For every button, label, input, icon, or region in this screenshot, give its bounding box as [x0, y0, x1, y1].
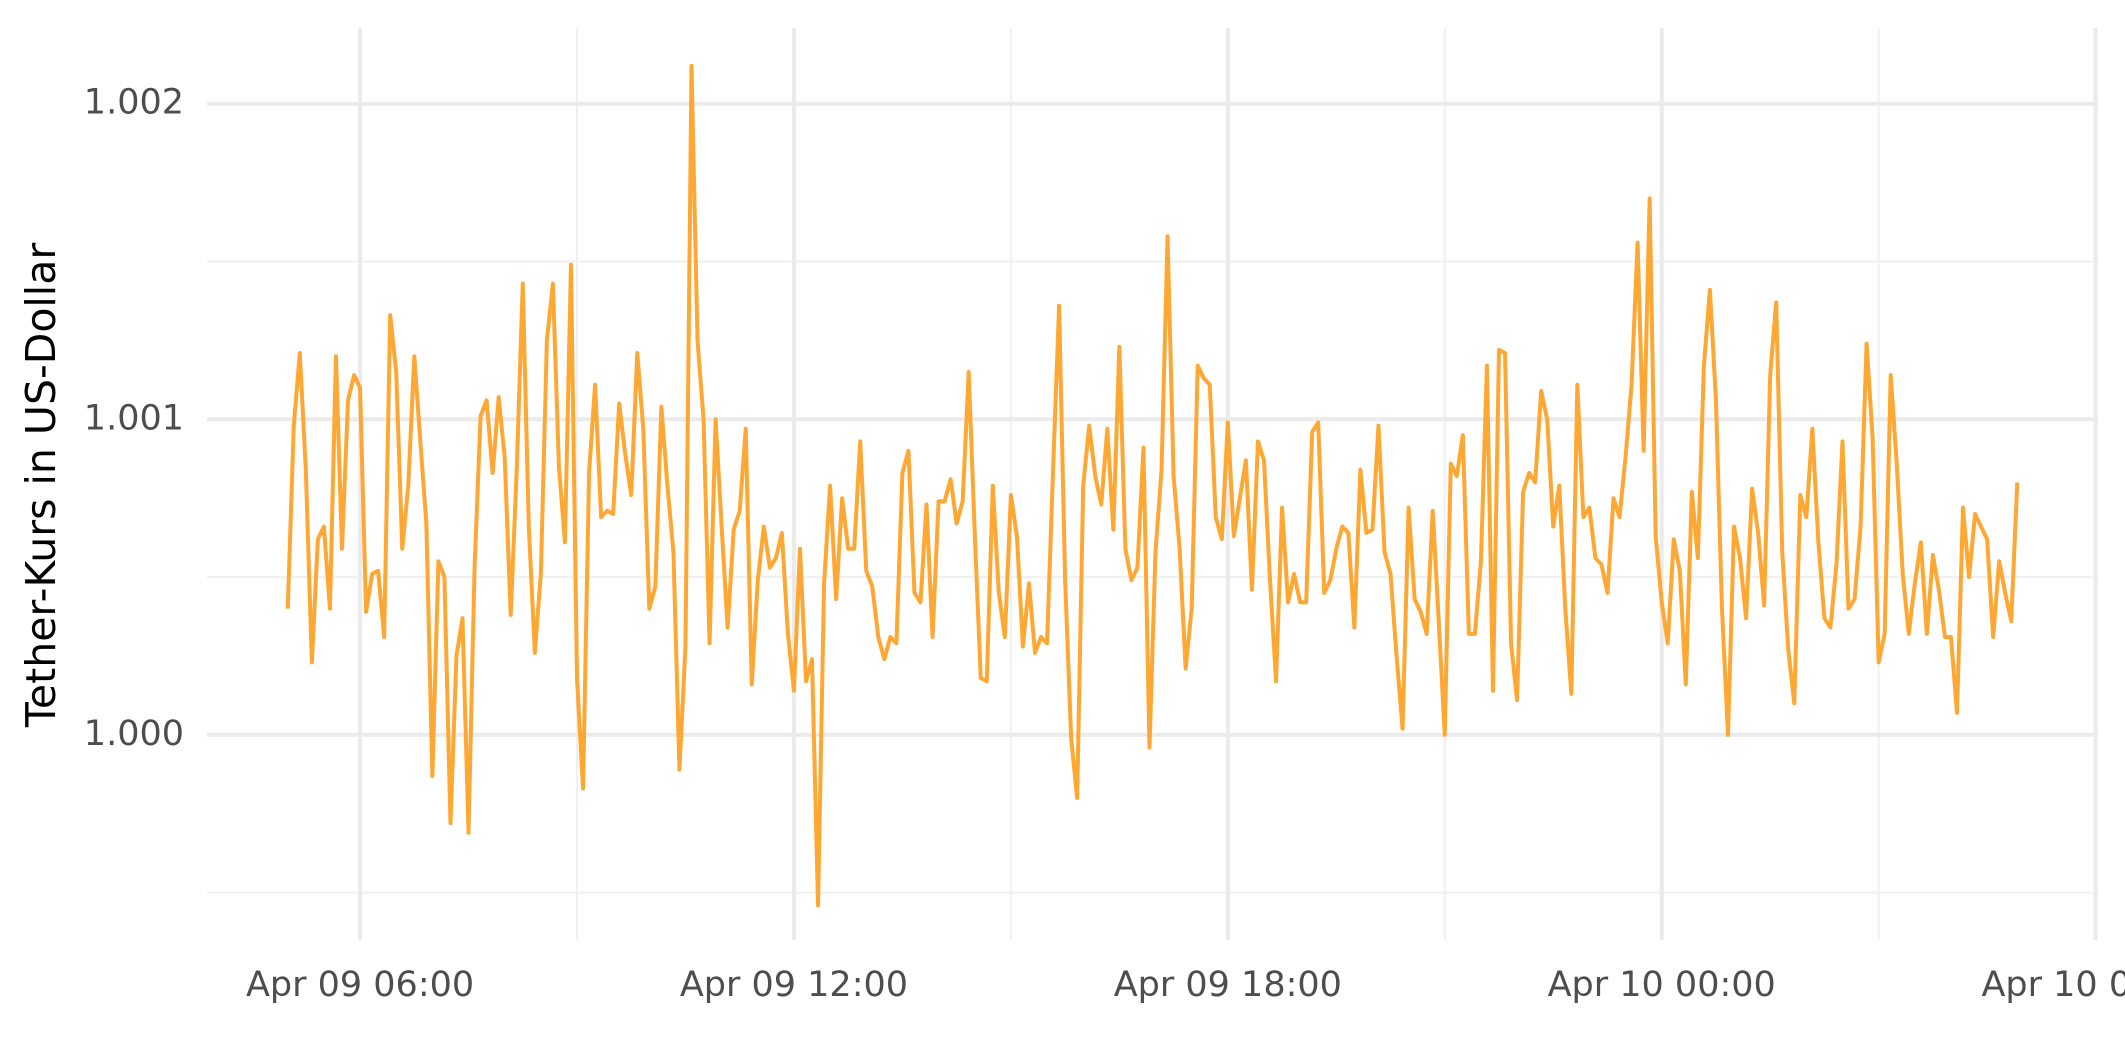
price-line	[285, 63, 2020, 908]
y-tick-label: 1.001	[84, 398, 184, 438]
y-axis-title: Tether-Kurs in US-Dollar	[17, 243, 65, 728]
x-tick-label: Apr 09 06:00	[246, 965, 474, 1005]
x-tick-label: Apr 09 18:00	[1114, 965, 1342, 1005]
x-tick-label: Apr 10 00:00	[1548, 965, 1776, 1005]
y-tick-label: 1.002	[84, 83, 184, 123]
x-tick-label: Apr 09 12:00	[680, 965, 908, 1005]
y-tick-label: 1.000	[84, 714, 184, 754]
x-tick-label: Apr 10 06:00	[1981, 965, 2125, 1005]
